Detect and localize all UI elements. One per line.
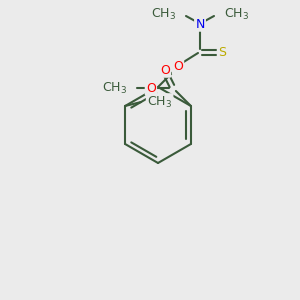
Text: S: S xyxy=(218,46,226,59)
Text: O: O xyxy=(160,64,170,76)
Text: N: N xyxy=(195,17,205,31)
Text: O: O xyxy=(146,82,156,94)
Text: CH$_3$: CH$_3$ xyxy=(147,94,172,110)
Text: CH$_3$: CH$_3$ xyxy=(151,6,176,22)
Text: CH$_3$: CH$_3$ xyxy=(224,6,249,22)
Text: O: O xyxy=(173,61,183,74)
Text: CH$_3$: CH$_3$ xyxy=(102,80,127,95)
